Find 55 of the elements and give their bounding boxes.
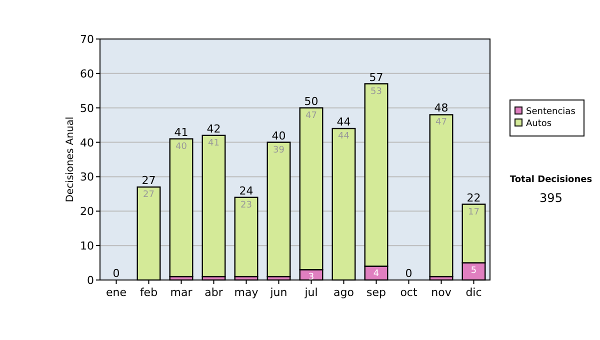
x-tick-label: may (234, 286, 259, 299)
x-tick-label: oct (400, 286, 418, 299)
legend-label: Sentencias (526, 107, 576, 117)
y-tick-label: 30 (80, 170, 94, 184)
data-label: 44 (338, 132, 350, 142)
data-label: 47 (306, 110, 317, 121)
x-tick-label: nov (431, 286, 452, 299)
data-label: 17 (468, 207, 480, 218)
total-label: 48 (434, 102, 448, 115)
y-tick-label: 0 (87, 274, 94, 287)
data-label: 3 (308, 272, 314, 283)
y-tick-label: 40 (80, 136, 94, 150)
data-label: 53 (370, 86, 382, 97)
bar (234, 196, 258, 278)
data-label: 41 (208, 138, 220, 148)
x-tick-label: sep (366, 286, 386, 299)
total-label: 41 (174, 126, 188, 139)
x-tick-label: feb (140, 286, 158, 299)
y-tick-label: 60 (80, 67, 94, 80)
legend-label: Autos (526, 119, 552, 129)
text: Total Decisiones (510, 175, 592, 185)
total-label: 40 (272, 129, 286, 142)
bar (429, 114, 454, 278)
x-tick-label: jun (269, 286, 288, 299)
total-label: 44 (336, 116, 351, 129)
data-label: 39 (273, 145, 285, 156)
data-label: 23 (240, 200, 252, 210)
y-tick-label: 20 (80, 205, 94, 218)
total-label: 0 (405, 267, 412, 280)
data-label: 4 (373, 269, 380, 280)
total-label: 22 (466, 191, 481, 204)
y-axis-title: Decisiones Anual (65, 116, 76, 202)
data-label: 47 (436, 118, 447, 128)
total-label: 50 (304, 94, 318, 108)
total-label: 0 (112, 267, 120, 280)
bar (169, 138, 194, 278)
text: 395 (540, 191, 562, 205)
total-label: 42 (206, 122, 221, 136)
y-tick-label: 70 (80, 33, 94, 46)
x-tick-label: mar (170, 286, 193, 299)
total-label: 24 (239, 184, 254, 198)
x-tick-label: jul (304, 286, 318, 299)
x-tick-label: ago (334, 286, 354, 299)
x-tick-label: abr (204, 286, 224, 299)
bar (266, 142, 291, 278)
y-tick-label: 50 (80, 102, 94, 115)
x-tick-label: dic (466, 286, 482, 299)
data-label: 27 (143, 190, 154, 200)
total-label: 27 (142, 174, 156, 188)
bar (202, 134, 226, 278)
y-tick-label: 10 (80, 240, 94, 253)
x-tick-label: ene (106, 286, 127, 299)
data-label: 5 (470, 266, 477, 276)
total-label: 57 (369, 70, 384, 84)
data-label: 40 (176, 142, 188, 152)
